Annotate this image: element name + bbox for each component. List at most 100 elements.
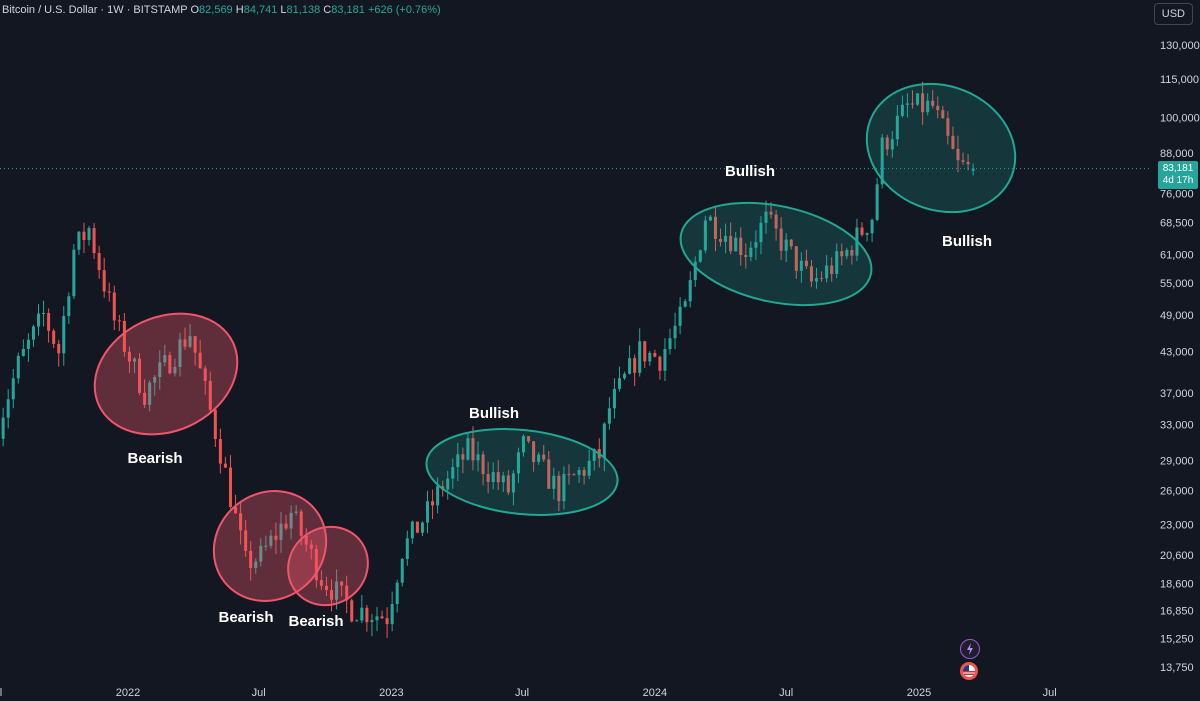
candle-body xyxy=(719,238,723,242)
candle-body xyxy=(168,355,172,374)
y-tick-label: 37,000 xyxy=(1160,388,1194,400)
candle-body xyxy=(420,522,424,533)
candle-body xyxy=(511,473,515,493)
candle-body xyxy=(6,399,10,418)
lightning-icon[interactable] xyxy=(960,639,980,659)
candle-body xyxy=(178,339,182,367)
candle-body xyxy=(840,251,844,257)
bullish-zone xyxy=(425,428,619,516)
candle-body xyxy=(269,535,273,546)
candle-body xyxy=(496,472,500,483)
candle-body xyxy=(274,535,278,540)
candle-body xyxy=(148,382,152,405)
candle-body xyxy=(850,250,854,256)
x-tick-label: Jul xyxy=(515,687,529,699)
candle-body xyxy=(208,380,212,410)
candle-body xyxy=(612,388,616,409)
candle-body xyxy=(501,475,505,483)
candle-body xyxy=(380,616,384,619)
y-tick-label: 16,850 xyxy=(1160,606,1194,618)
candle-body xyxy=(451,467,455,479)
candle-body xyxy=(830,265,834,274)
candle-body xyxy=(734,237,738,252)
y-tick-label: 23,000 xyxy=(1160,520,1194,532)
candle-body xyxy=(516,452,520,474)
candle-body xyxy=(547,459,551,489)
candle-body xyxy=(693,261,697,281)
bullish-label: Bullish xyxy=(942,233,992,250)
candle-body xyxy=(946,118,950,136)
candle-body xyxy=(52,330,56,344)
candle-body xyxy=(375,616,379,621)
candle-body xyxy=(789,239,793,247)
candle-body xyxy=(865,233,869,235)
y-tick-label: 100,000 xyxy=(1160,113,1200,125)
candle-body xyxy=(67,296,71,316)
candle-body xyxy=(769,211,773,215)
y-tick-label: 76,000 xyxy=(1160,189,1194,201)
candle-body xyxy=(122,320,126,352)
candle-body xyxy=(845,250,849,257)
y-tick-label: 61,000 xyxy=(1160,250,1194,262)
candle-body xyxy=(764,211,768,223)
candle-body xyxy=(971,168,975,171)
candle-body xyxy=(491,472,495,482)
candle-body xyxy=(617,378,622,389)
candle-body xyxy=(648,352,652,362)
candle-body xyxy=(729,235,733,252)
open-value: 82,569 xyxy=(199,4,233,16)
candle-body xyxy=(16,355,20,379)
candle-body xyxy=(461,454,465,460)
candle-body xyxy=(431,501,435,506)
candle-body xyxy=(425,501,430,523)
bullish-label: Bullish xyxy=(469,405,519,422)
y-tick-label: 20,600 xyxy=(1160,550,1194,562)
candle-body xyxy=(537,454,541,462)
candle-body xyxy=(395,582,399,605)
bearish-zone xyxy=(212,490,328,602)
candle-body xyxy=(683,301,687,307)
y-tick-label: 43,000 xyxy=(1160,346,1194,358)
candle-body xyxy=(926,100,930,113)
candle-body xyxy=(299,511,303,536)
candle-body xyxy=(749,247,753,258)
candle-body xyxy=(284,523,288,529)
candle-body xyxy=(875,184,879,220)
us-flag-icon[interactable] xyxy=(960,662,978,680)
low-label: L xyxy=(280,4,287,16)
candle-body xyxy=(880,137,884,185)
close-value: 83,181 xyxy=(331,4,365,16)
candle-body xyxy=(956,148,960,161)
candle-body xyxy=(860,227,864,235)
high-label: H xyxy=(235,4,244,16)
candle-body xyxy=(961,160,965,162)
candle-body xyxy=(410,521,414,539)
candle-body xyxy=(481,454,485,475)
candle-body xyxy=(587,460,591,476)
candle-body xyxy=(739,237,743,256)
candle-body xyxy=(42,313,46,315)
candle-body xyxy=(319,580,323,586)
candle-body xyxy=(314,548,318,581)
currency-button[interactable]: USD xyxy=(1153,3,1193,25)
candle-body xyxy=(72,249,76,297)
candle-body xyxy=(567,473,571,475)
bullish-zone xyxy=(679,201,873,307)
candle-body xyxy=(11,378,15,400)
candle-body xyxy=(304,535,308,545)
candle-body xyxy=(774,214,778,229)
candle-body xyxy=(809,266,813,282)
candle-body xyxy=(436,486,440,506)
candle-body xyxy=(355,620,359,622)
candle-body xyxy=(921,93,925,113)
candle-body xyxy=(259,545,263,562)
x-tick-label: 2022 xyxy=(116,687,140,699)
candle-body xyxy=(309,544,313,549)
candle-body xyxy=(754,242,758,248)
y-tick-label: 68,500 xyxy=(1160,217,1194,229)
candle-body xyxy=(112,292,116,321)
symbol-title[interactable]: Bitcoin / U.S. Dollar · 1W · BITSTAMP xyxy=(2,4,188,16)
high-value: 84,741 xyxy=(243,4,278,16)
candle-body xyxy=(628,358,632,374)
